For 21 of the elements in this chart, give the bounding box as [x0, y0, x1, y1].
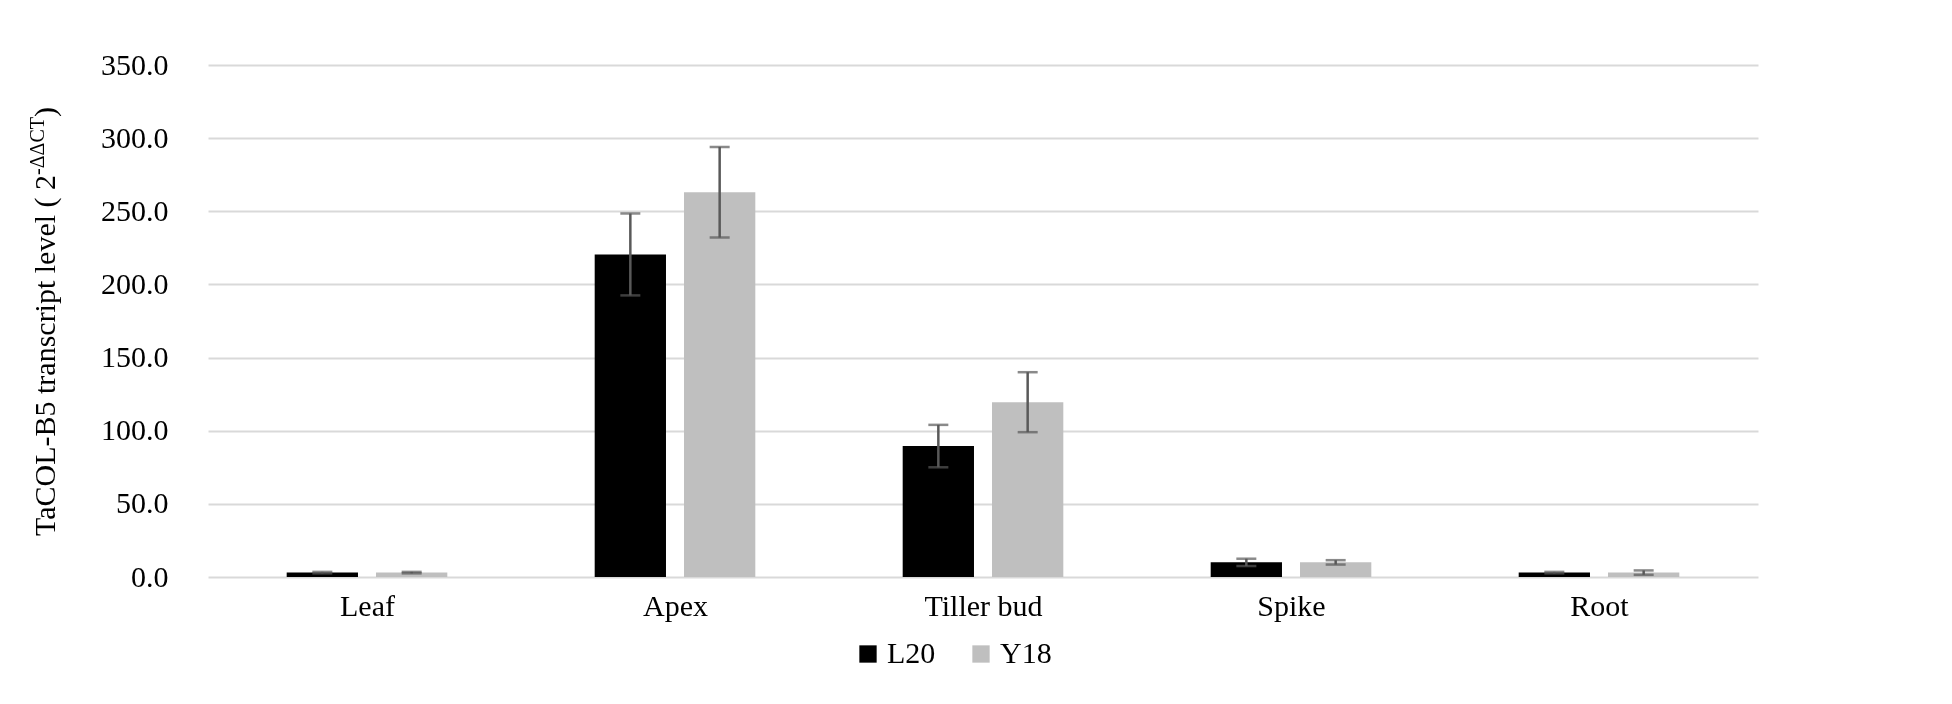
x-tick-label: Apex: [643, 588, 708, 622]
legend-label: Y18: [1000, 636, 1052, 669]
bar: [902, 446, 974, 577]
y-tick-label: 300.0: [101, 120, 169, 154]
y-tick-label: 100.0: [101, 413, 169, 447]
bar: [1210, 562, 1282, 577]
x-tick-label: Root: [1570, 588, 1630, 622]
bar: [594, 254, 666, 577]
y-tick-label: 0.0: [131, 559, 169, 593]
y-tick-label: 350.0: [101, 47, 169, 81]
x-tick-label: Spike: [1257, 588, 1326, 622]
x-tick-label: Tiller bud: [924, 588, 1043, 622]
y-tick-label: 250.0: [101, 193, 169, 227]
x-tick-label: Leaf: [340, 588, 395, 622]
bar: [684, 192, 756, 577]
y-tick-label: 200.0: [101, 266, 169, 300]
y-tick-label: 50.0: [116, 486, 169, 520]
legend-label: L20: [887, 636, 936, 669]
bar: [992, 402, 1064, 577]
y-tick-label: 150.0: [101, 340, 169, 374]
bar: [1300, 562, 1372, 577]
